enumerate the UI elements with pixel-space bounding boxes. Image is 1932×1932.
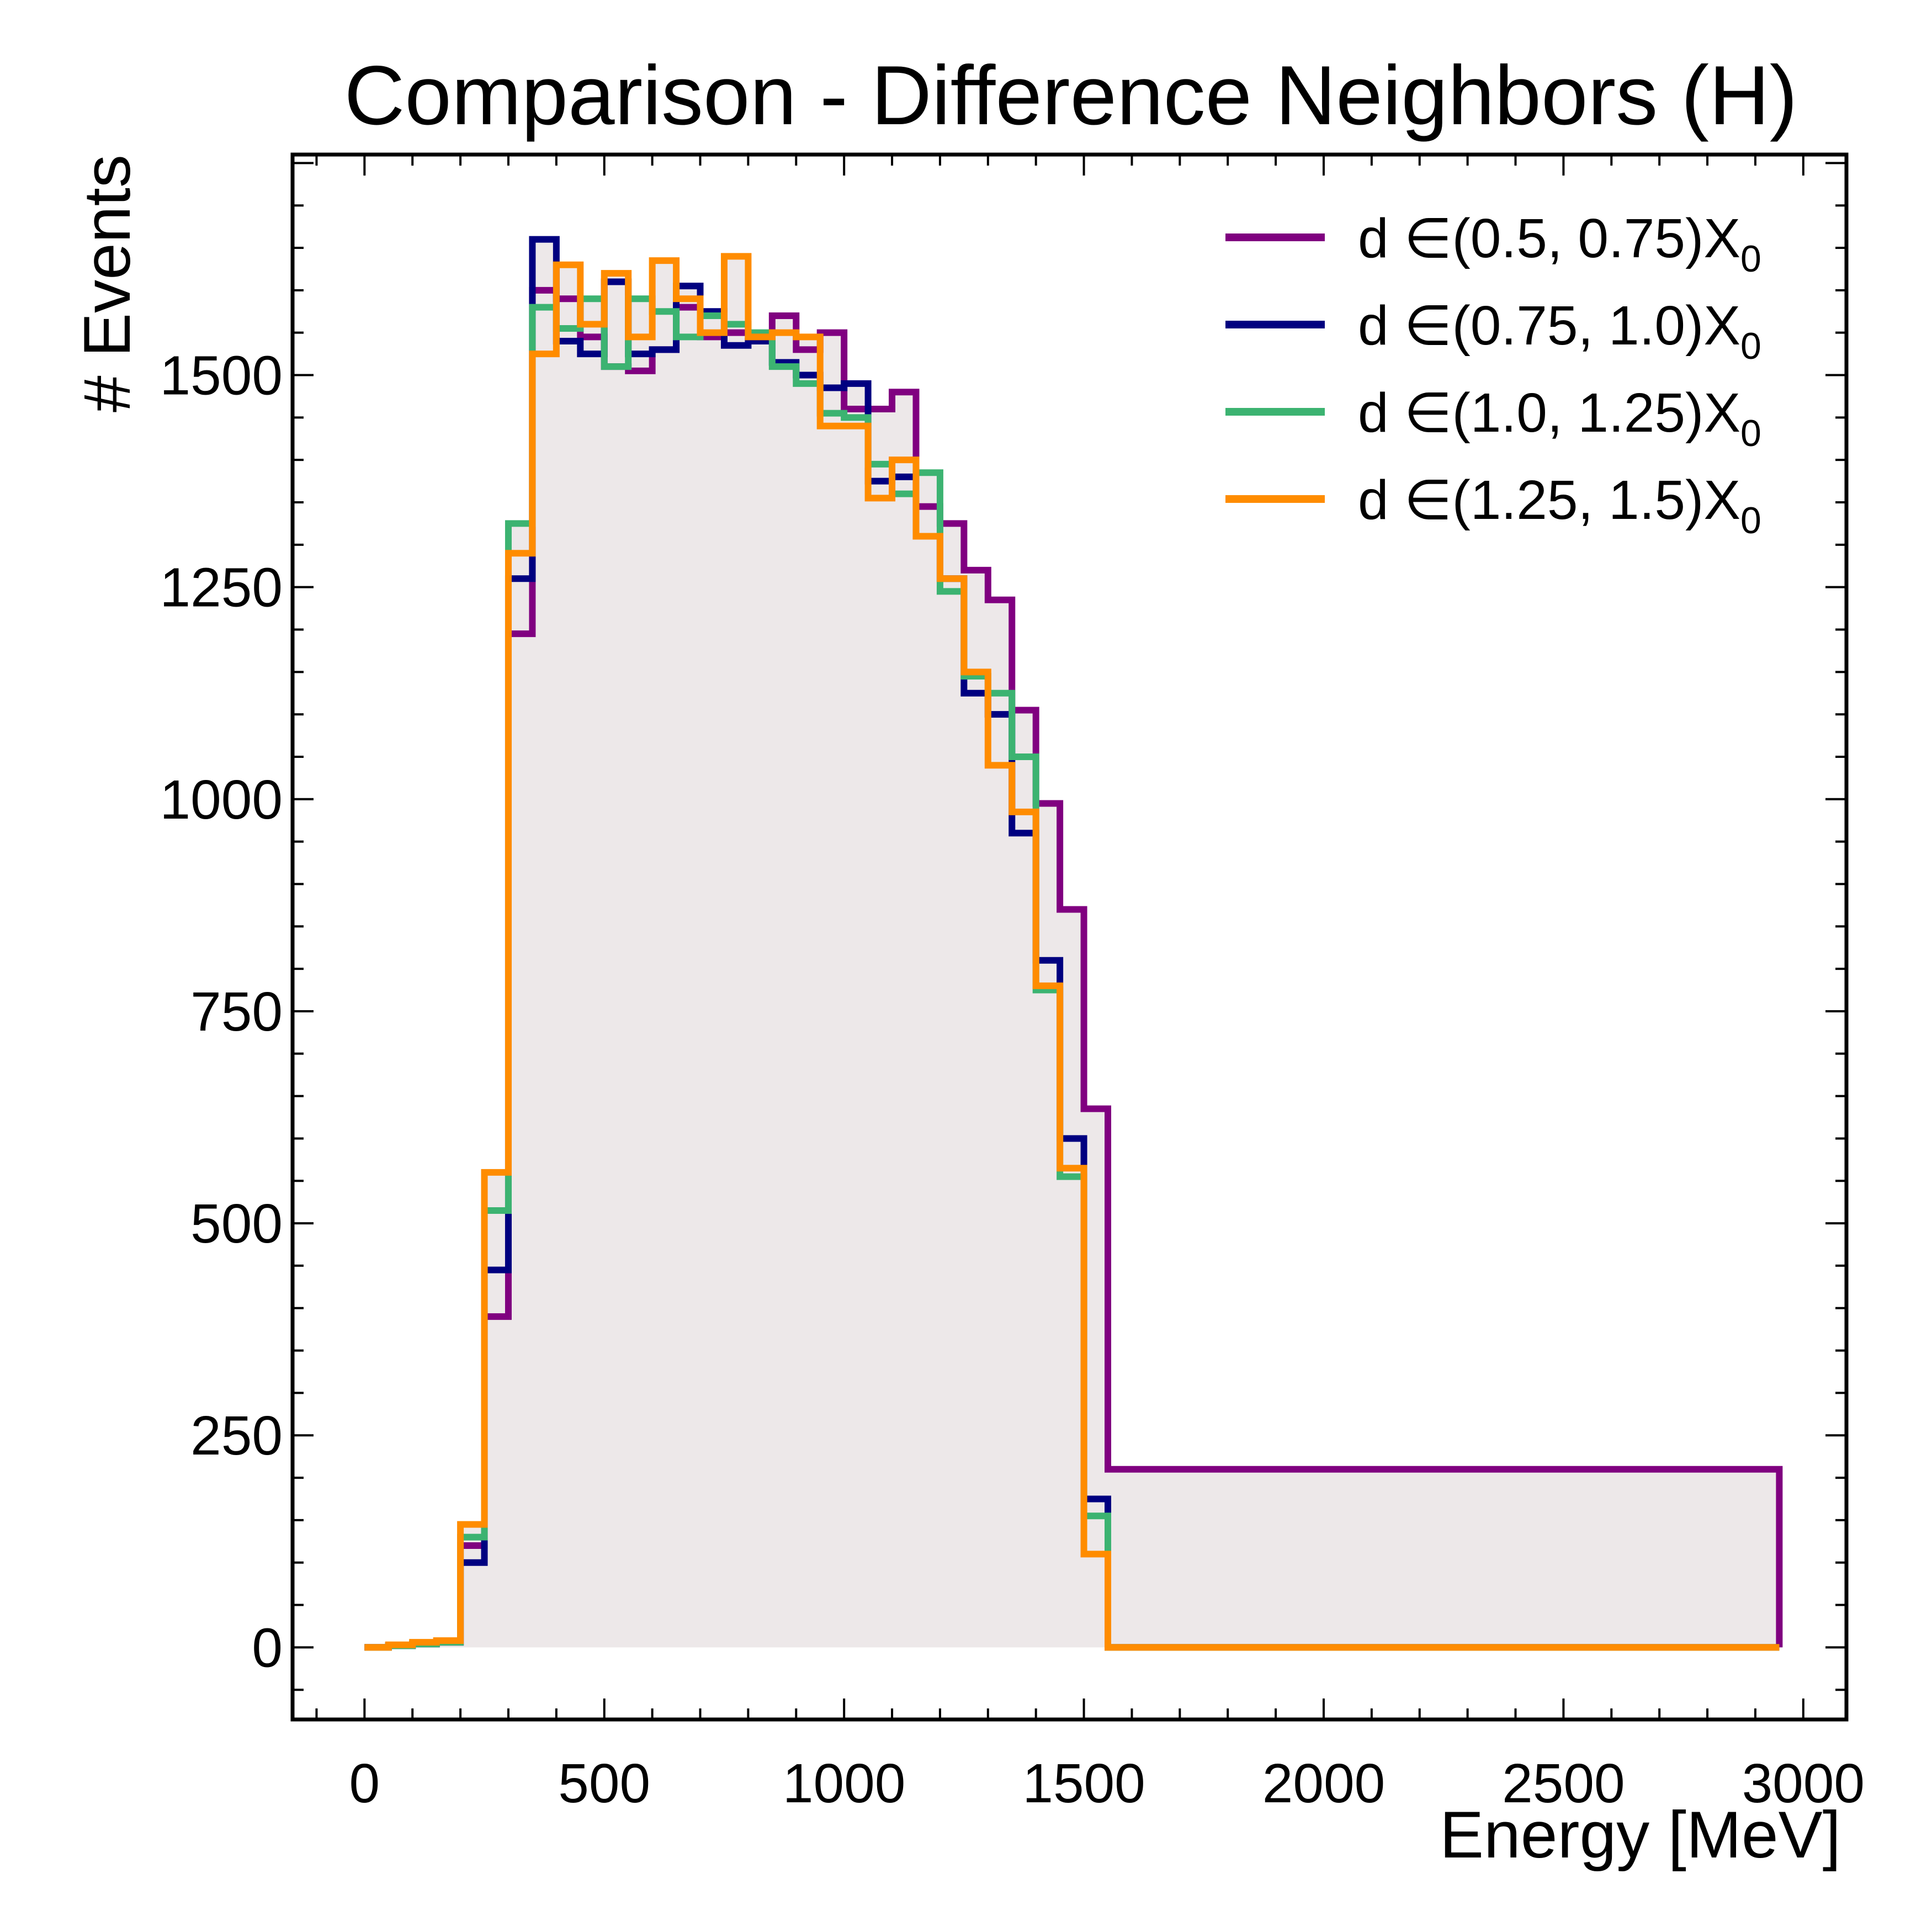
chart-title: Comparison - Difference Neighbors (H) bbox=[344, 49, 1798, 142]
x-axis-label: Energy [MeV] bbox=[1440, 1798, 1841, 1872]
y-axis-label: # Events bbox=[70, 155, 144, 412]
histogram-fill bbox=[364, 239, 1780, 1648]
plot-area: 0 500 1000 1500 2000 2500 3000 0 250 500 750 1000 12… bbox=[160, 152, 1865, 1814]
y-tick-label: 250 bbox=[190, 1405, 283, 1467]
x-tick-label: 0 bbox=[349, 1753, 380, 1814]
plot-frame bbox=[290, 152, 1849, 1722]
y-tick-label: 1500 bbox=[160, 345, 283, 407]
legend-label-1: d ∈(0.75, 1.0)X0 bbox=[1358, 295, 1761, 367]
y-tick-label: 1000 bbox=[160, 769, 283, 831]
legend: d ∈(0.5, 0.75)X0 d ∈(0.75, 1.0)X0 d ∈(1.0,… bbox=[1225, 208, 1761, 542]
x-tick-label: 2500 bbox=[1502, 1753, 1625, 1814]
legend-subscript: 0 bbox=[1740, 500, 1761, 542]
x-tick-label: 1500 bbox=[1022, 1753, 1145, 1814]
series-line-1 bbox=[364, 236, 1780, 1651]
y-tick-label: 1250 bbox=[160, 557, 283, 619]
legend-subscript: 0 bbox=[1740, 238, 1761, 280]
x-tick-label: 500 bbox=[558, 1753, 650, 1814]
series-line-3 bbox=[364, 253, 1780, 1651]
legend-subscript: 0 bbox=[1740, 412, 1761, 454]
x-tick-label: 1000 bbox=[783, 1753, 905, 1814]
legend-label-2: d ∈(1.0, 1.25)X0 bbox=[1358, 382, 1761, 454]
legend-subscript: 0 bbox=[1740, 325, 1761, 367]
legend-label-0: d ∈(0.5, 0.75)X0 bbox=[1358, 208, 1761, 280]
legend-label-3: d ∈(1.25, 1.5)X0 bbox=[1358, 469, 1761, 542]
y-tick-label: 500 bbox=[190, 1193, 283, 1255]
y-tick-label: 750 bbox=[190, 981, 283, 1043]
y-tick-label: 0 bbox=[252, 1617, 283, 1679]
x-tick-label: 3000 bbox=[1742, 1753, 1865, 1814]
x-tick-label: 2000 bbox=[1262, 1753, 1385, 1814]
